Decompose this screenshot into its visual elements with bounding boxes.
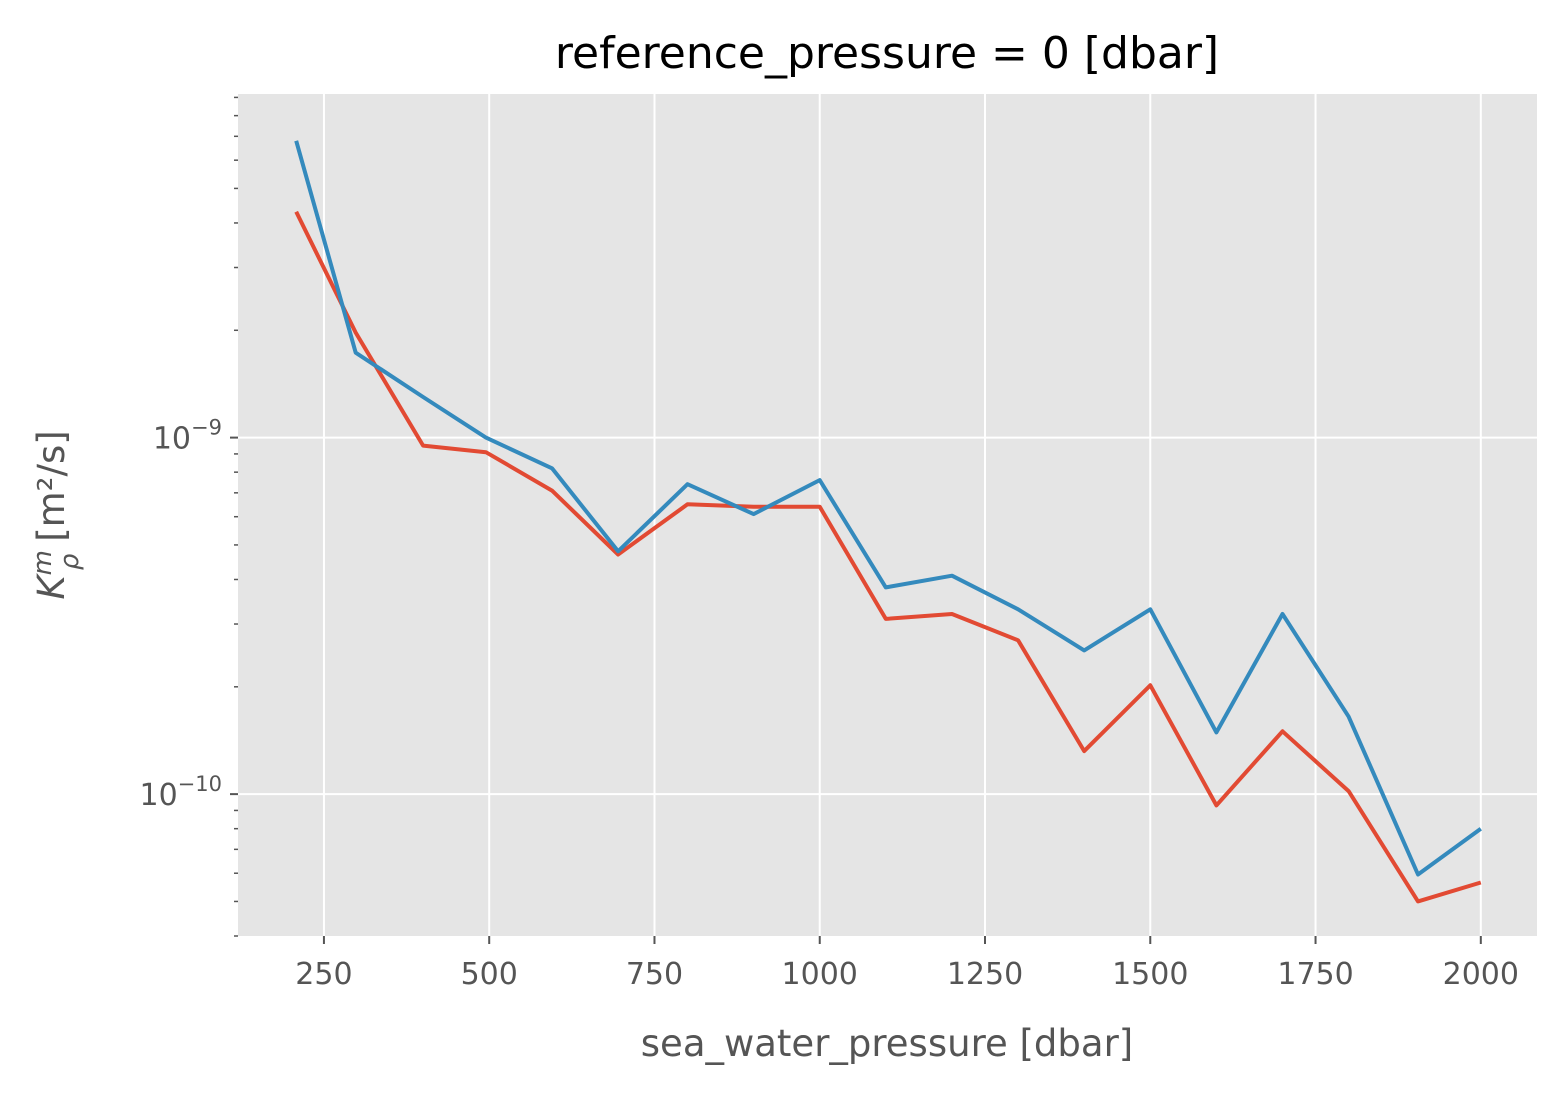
x-axis-label: sea_water_pressure [dbar] [641,1022,1133,1065]
x-axis-ticks: 250 500 750 1000 1250 1500 1750 2000 [295,936,1519,992]
y-axis-ticks: 10−9 10−10 [139,416,238,813]
x-tick-label: 500 [461,957,518,992]
y-axis-label-unit: [m²/s] [30,430,73,553]
x-tick-label: 2000 [1443,957,1519,992]
x-tick-label: 1000 [782,957,858,992]
x-tick-label: 1250 [947,957,1023,992]
series-line-1 [294,210,1482,904]
y-tick-label: 10−9 [153,416,222,457]
y-axis-label-superscript: m [28,550,58,575]
grid-lines [238,94,1537,936]
y-axis-label-symbol: K [30,573,73,600]
x-tick-label: 1500 [1112,957,1188,992]
y-axis-label-subscript: ρ [55,553,85,570]
series-lines [294,140,1482,904]
series-line-2 [294,140,1482,877]
x-tick-label: 750 [626,957,683,992]
chart-title: reference_pressure = 0 [dbar] [555,28,1219,79]
x-tick-label: 250 [295,957,352,992]
y-axis-label: Kmρ [m²/s] [28,430,85,599]
minor-ticks [234,96,238,937]
y-tick-label: 10−10 [139,772,222,813]
x-tick-label: 1750 [1277,957,1353,992]
plot-background [238,94,1537,936]
